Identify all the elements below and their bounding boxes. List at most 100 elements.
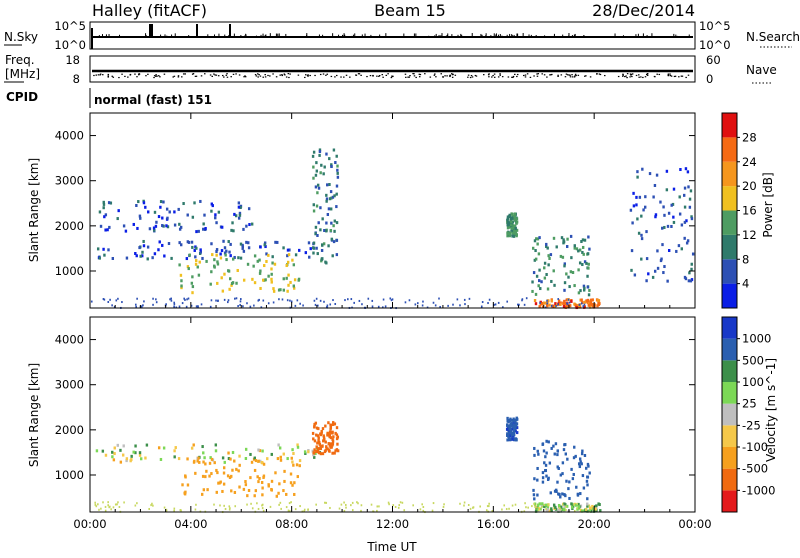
nave-dot: [145, 75, 147, 77]
data-cell-afternoon-toward: [511, 431, 514, 435]
velocity-data-layer: [94, 416, 602, 514]
data-cell-evening-streak: [562, 240, 566, 244]
data-cell-speckle: [557, 303, 559, 306]
data-cell-near-range-low-velocity: [537, 503, 540, 507]
nave-dot: [622, 74, 624, 76]
data-cell-speckle: [356, 501, 358, 504]
data-cell-near-range-low-velocity: [560, 505, 563, 509]
nave-dot: [419, 73, 422, 76]
nave-dot: [667, 75, 670, 77]
data-cell-dawn-enhancement: [292, 263, 296, 267]
nave-dot: [433, 74, 436, 76]
data-cell-speckle: [135, 305, 137, 308]
data-cell-morning-patches-2000-2500km: [202, 222, 205, 226]
nave-dot: [512, 75, 515, 78]
data-cell-near-range-echo: [555, 303, 559, 307]
data-cell-speckle: [267, 302, 270, 305]
data-cell-evening-streak: [543, 276, 547, 280]
data-cell-late-evening-band: [687, 185, 690, 189]
nave-dot: [378, 75, 380, 77]
nave-dot: [474, 74, 477, 77]
data-cell-afternoon-toward: [509, 430, 513, 434]
data-cell-morning-band-ground-scatter: [122, 444, 125, 448]
nave-dot: [575, 74, 577, 77]
data-cell-dawn-enhancement: [190, 281, 194, 285]
nave-dot: [381, 74, 384, 76]
data-cell-speckle: [209, 305, 212, 308]
data-cell-morning-band-ground-scatter: [116, 443, 119, 447]
data-cell-evening-toward: [537, 452, 540, 456]
data-cell-pre-noon-plume: [330, 163, 333, 167]
power-cbar-label: Power [dB]: [761, 172, 775, 237]
nave-dot: [285, 76, 288, 78]
data-cell-speckle: [432, 301, 435, 304]
data-cell-pre-noon-strong-away: [314, 421, 318, 425]
data-cell-pre-noon-plume: [330, 221, 333, 225]
data-cell-dawn-enhancement: [228, 287, 231, 291]
data-cell-morning-band-1500km: [304, 251, 308, 255]
nave-dot: [358, 73, 361, 75]
data-cell-morning-patches-2000-2500km: [214, 216, 217, 220]
data-cell-morning-band-1500km: [191, 245, 194, 249]
data-cell-near-range-low-velocity: [591, 504, 594, 508]
data-cell-speckle: [155, 301, 158, 304]
data-cell-morning-patches-2000-2500km: [135, 203, 138, 207]
data-cell-evening-toward: [585, 466, 588, 470]
data-cell-morning-band-1500km: [153, 252, 157, 256]
data-cell-speckle: [234, 297, 236, 300]
data-cell-morning-band-ground-scatter: [145, 443, 149, 447]
nave-dot: [674, 75, 677, 77]
data-cell-pre-noon-strong-away: [323, 450, 327, 454]
nave-dot: [638, 76, 640, 78]
data-cell-speckle: [170, 299, 173, 302]
data-cell-dawn-enhancement: [191, 291, 194, 295]
data-cell-morning-patches-2000-2500km: [159, 200, 163, 204]
data-cell-late-evening-band: [672, 215, 675, 219]
data-cell-dawn-flow-away: [230, 489, 233, 493]
data-cell-dawn-flow-away: [293, 481, 296, 485]
data-cell-pre-noon-strong-away: [327, 432, 330, 436]
data-cell-speckle: [357, 502, 359, 505]
data-cell-morning-band-ground-scatter: [197, 456, 200, 460]
data-cell-near-range-low-velocity: [537, 507, 541, 511]
data-cell-speckle: [110, 508, 112, 511]
nave-dot: [304, 74, 307, 76]
data-cell-morning-band-1500km: [282, 246, 285, 250]
data-cell-morning-band-ground-scatter: [138, 453, 142, 457]
data-cell-pre-noon-strong-away: [331, 443, 334, 447]
data-cell-speckle: [523, 510, 526, 513]
nave-dot: [275, 76, 278, 78]
nave-dot: [482, 74, 485, 76]
data-cell-pre-noon-plume: [335, 192, 338, 196]
data-cell-speckle: [195, 305, 198, 308]
data-cell-evening-toward: [557, 492, 560, 496]
data-cell-morning-band-1500km: [228, 250, 231, 254]
data-cell-morning-band-ground-scatter: [259, 459, 262, 463]
nave-dot: [584, 75, 586, 77]
data-cell-afternoon-toward: [506, 438, 509, 442]
nsky-trace: [91, 24, 693, 49]
nave-dot: [155, 75, 157, 77]
data-cell-morning-patches-2000-2500km: [203, 213, 206, 217]
data-cell-morning-band-1500km: [239, 242, 243, 246]
data-cell-pre-noon-plume: [333, 194, 336, 198]
colorbar-band: [722, 403, 737, 426]
data-cell-speckle: [288, 502, 291, 505]
data-cell-morning-patches-2000-2500km: [214, 213, 217, 217]
data-cell-near-range-echo: [557, 299, 561, 303]
data-cell-speckle: [576, 502, 579, 505]
nave-dot: [631, 75, 633, 78]
data-cell-speckle: [351, 509, 354, 512]
data-cell-dawn-flow-away: [249, 476, 252, 480]
data-cell-morning-patches-2000-2500km: [106, 228, 109, 232]
data-cell-morning-patches-2000-2500km: [142, 201, 146, 205]
data-cell-near-range-echo: [562, 304, 566, 308]
data-cell-speckle: [472, 506, 474, 509]
data-cell-dawn-enhancement: [196, 265, 199, 269]
data-cell-morning-band-ground-scatter: [203, 456, 206, 460]
data-cell-dawn-enhancement: [253, 254, 257, 258]
nave-dot: [493, 76, 496, 78]
data-cell-morning-band-ground-scatter: [138, 451, 142, 455]
data-cell-speckle: [479, 505, 482, 508]
data-cell-evening-streak: [543, 261, 547, 265]
